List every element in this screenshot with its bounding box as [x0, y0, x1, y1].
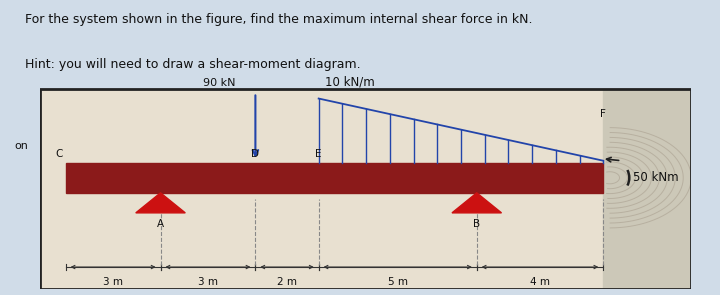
- Text: A: A: [157, 219, 164, 229]
- Text: 2 m: 2 m: [277, 277, 297, 287]
- Text: 4 m: 4 m: [530, 277, 550, 287]
- Bar: [66, 163, 603, 193]
- Text: For the system shown in the figure, find the maximum internal shear force in kN.: For the system shown in the figure, find…: [25, 13, 533, 26]
- Text: 5 m: 5 m: [387, 277, 408, 287]
- Text: 10 kN/m: 10 kN/m: [325, 76, 375, 88]
- Text: Hint: you will need to draw a shear-moment diagram.: Hint: you will need to draw a shear-mome…: [25, 58, 361, 71]
- Polygon shape: [136, 193, 185, 213]
- Text: B: B: [473, 219, 480, 229]
- Polygon shape: [452, 193, 502, 213]
- Text: on: on: [14, 141, 29, 151]
- Text: C: C: [55, 149, 63, 159]
- Text: D: D: [251, 149, 259, 159]
- Text: 90 kN: 90 kN: [203, 78, 236, 88]
- Bar: [603, 88, 691, 289]
- Text: F: F: [600, 109, 606, 119]
- Text: E: E: [315, 149, 322, 159]
- Text: 3 m: 3 m: [198, 277, 218, 287]
- Text: 3 m: 3 m: [103, 277, 123, 287]
- Text: 50 kNm: 50 kNm: [633, 171, 678, 184]
